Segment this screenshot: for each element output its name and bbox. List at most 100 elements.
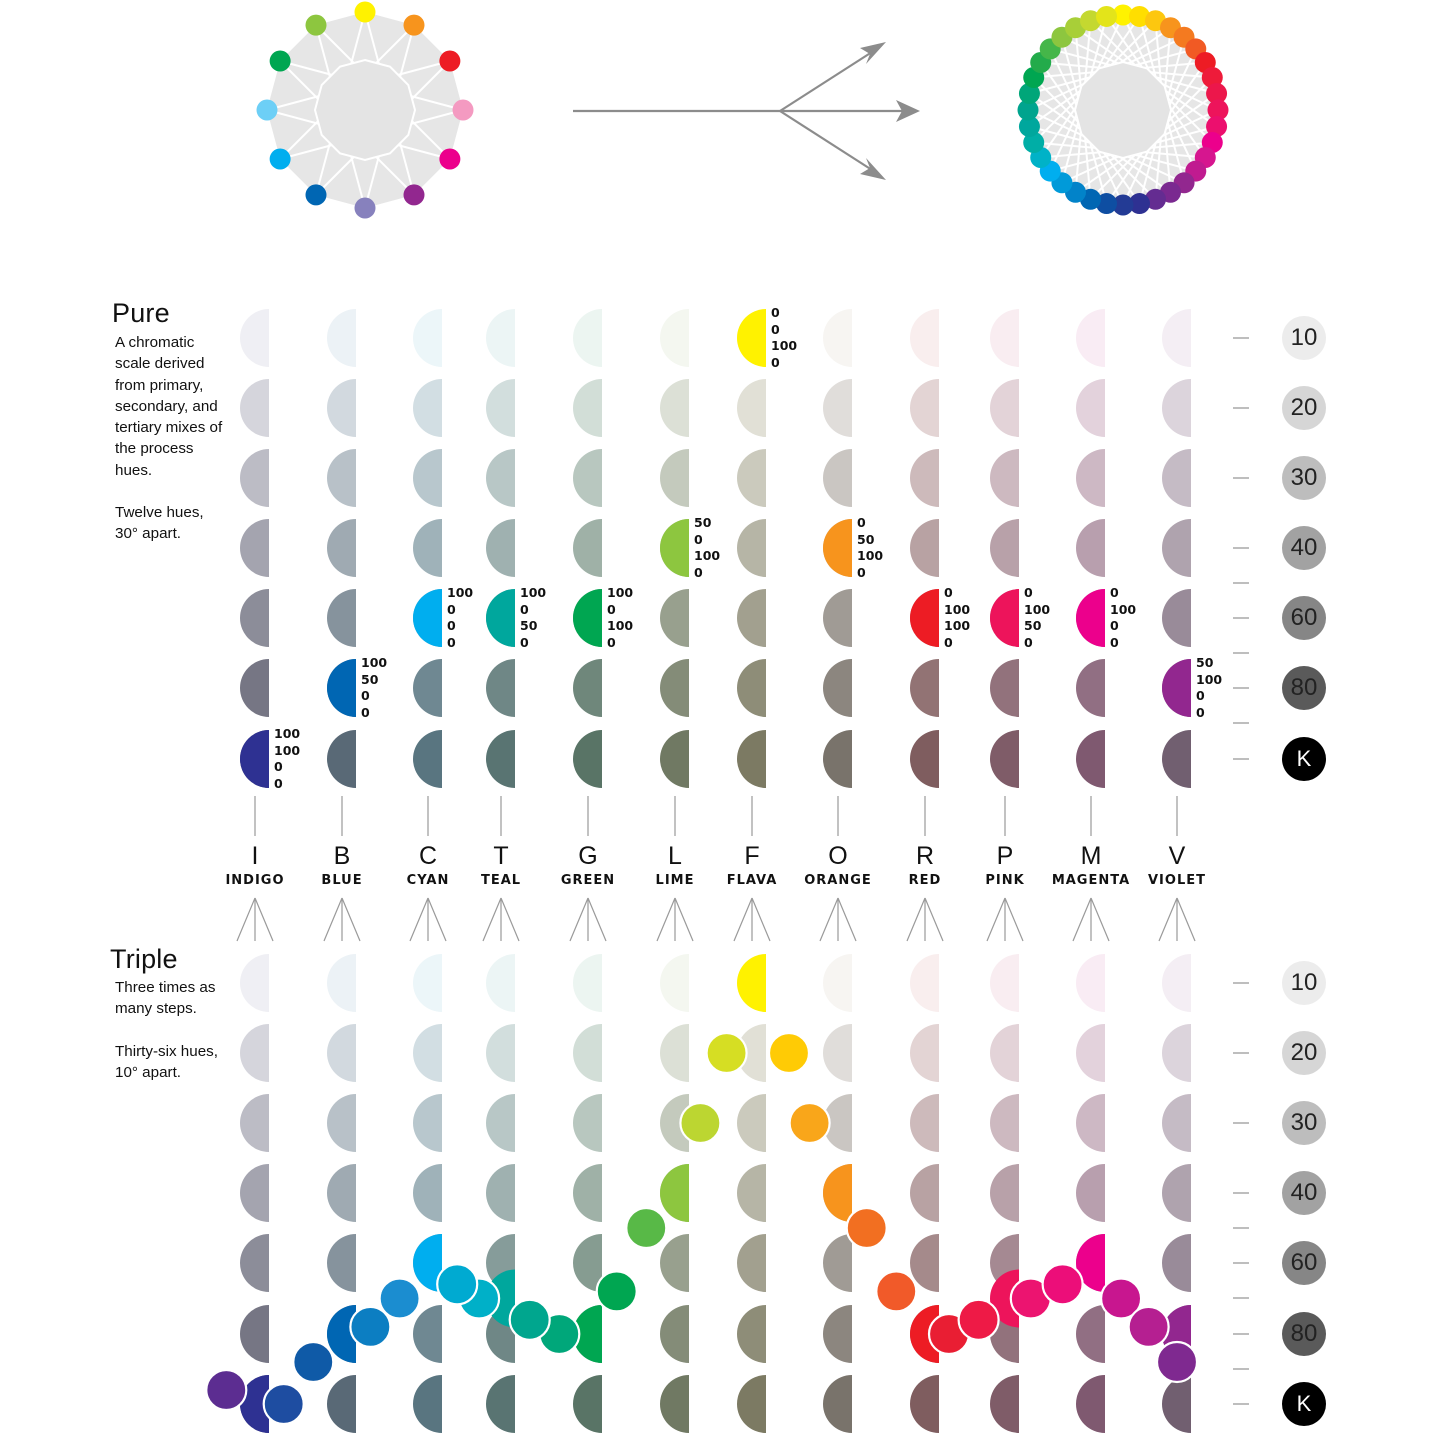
hue-name: RED: [908, 873, 942, 888]
hue-dot: [1128, 5, 1150, 27]
step-swatch: [737, 589, 766, 647]
step-swatch: [990, 449, 1019, 507]
connector-fan: [1176, 897, 1196, 942]
triple-step-dot: [292, 1340, 335, 1384]
cmyk-value: 50: [857, 531, 875, 547]
triple-step-dot: [508, 1298, 551, 1341]
level-badge: 20: [1282, 386, 1326, 430]
pure-description: A chromatic scale derived from primary, …: [115, 332, 230, 566]
step-swatch: [737, 449, 766, 507]
step-swatch: [1162, 730, 1191, 788]
cmyk-stack: 100 100 0 0: [274, 726, 300, 792]
step-swatch: [660, 1375, 689, 1433]
cmyk-value: 0: [1110, 585, 1119, 600]
step-swatch: [823, 1375, 852, 1433]
step-swatch: [1162, 589, 1191, 647]
step-swatch: [1076, 659, 1105, 717]
step-swatch: [573, 449, 602, 507]
step-swatch: [327, 519, 356, 577]
connector-fan: [427, 897, 447, 942]
arrow-head: [860, 42, 886, 64]
pure-swatch: [660, 519, 689, 577]
step-swatch: [240, 954, 269, 1012]
step-swatch: [486, 379, 515, 437]
step-swatch: [910, 1375, 939, 1433]
step-swatch: [910, 1024, 939, 1082]
step-swatch: [486, 954, 515, 1012]
step-swatch: [737, 1024, 766, 1082]
connector-fan: [986, 897, 1006, 942]
hue-dot: [354, 1, 376, 23]
step-swatch: [1162, 1024, 1191, 1082]
step-swatch: [910, 1094, 939, 1152]
cmyk-value: 0: [447, 601, 456, 617]
pure-swatch: [1162, 659, 1191, 717]
triple-step-dot: [205, 1368, 248, 1412]
hue-dot: [1017, 99, 1039, 121]
connector-fan: [1090, 897, 1110, 942]
step-swatch: [1076, 1375, 1105, 1433]
step-swatch: [1162, 1094, 1191, 1152]
step-swatch: [823, 1024, 852, 1082]
step-swatch: [910, 659, 939, 717]
hue-dot: [403, 14, 425, 36]
step-swatch: [240, 589, 269, 647]
cmyk-value: 50: [361, 671, 379, 687]
level-badge: 80: [1282, 1312, 1326, 1356]
step-swatch: [660, 659, 689, 717]
hue-dot: [452, 99, 474, 121]
cmyk-value: 0: [1196, 704, 1205, 720]
step-swatch: [823, 309, 852, 367]
triple-step-dot: [679, 1101, 722, 1145]
hue-dot: [1112, 4, 1134, 26]
connector-fan: [500, 897, 520, 942]
step-swatch: [1076, 309, 1105, 367]
step-swatch: [413, 1024, 442, 1082]
step-swatch: [573, 379, 602, 437]
thirty-six-hue-wheel: [1017, 4, 1229, 216]
step-swatch: [660, 309, 689, 367]
level-badge: 30: [1282, 456, 1326, 500]
step-swatch: [1076, 1164, 1105, 1222]
step-swatch: [1076, 519, 1105, 577]
step-swatch: [486, 659, 515, 717]
step-swatch: [990, 1375, 1019, 1433]
step-swatch: [990, 730, 1019, 788]
cmyk-value: 0: [607, 601, 616, 617]
column-connectors: [236, 796, 1196, 942]
cmyk-stack: 0 100 0 0: [1110, 585, 1136, 651]
cmyk-value: 0: [771, 354, 780, 370]
hue-name: INDIGO: [225, 873, 285, 888]
step-swatch: [737, 730, 766, 788]
connector-fan: [906, 897, 926, 942]
step-swatch: [327, 379, 356, 437]
hue-name: LIME: [655, 873, 695, 888]
step-swatch: [910, 1234, 939, 1292]
cmyk-value: 100: [520, 585, 547, 600]
triple-step-dot: [1127, 1305, 1170, 1349]
step-swatch: [990, 519, 1019, 577]
cmyk-value: 0: [607, 634, 616, 650]
triple-step-dot: [436, 1263, 479, 1306]
pure-title: Pure: [112, 298, 170, 328]
step-swatch: [486, 449, 515, 507]
cmyk-stack: 100 0 50 0: [520, 585, 546, 651]
hue-name: BLUE: [321, 873, 363, 888]
hue-dot: [305, 14, 327, 36]
hue-dot: [1023, 131, 1045, 153]
step-swatch: [1076, 1094, 1105, 1152]
cmyk-value: 0: [447, 634, 456, 650]
connector-fan: [482, 897, 502, 942]
step-swatch: [327, 1164, 356, 1222]
connector-fan: [587, 897, 607, 942]
triple-pure-swatch: [327, 1305, 356, 1363]
step-swatch: [910, 1164, 939, 1222]
connector-fan: [254, 897, 274, 942]
cmyk-stack: 0 50 100 0: [857, 515, 883, 581]
hue-letter: R: [915, 842, 935, 870]
hue-dot: [1096, 193, 1118, 215]
hue-letter: B: [333, 842, 351, 870]
connector-fan: [236, 897, 256, 942]
hue-name: MAGENTA: [1051, 873, 1131, 888]
hue-letter: F: [744, 842, 760, 870]
